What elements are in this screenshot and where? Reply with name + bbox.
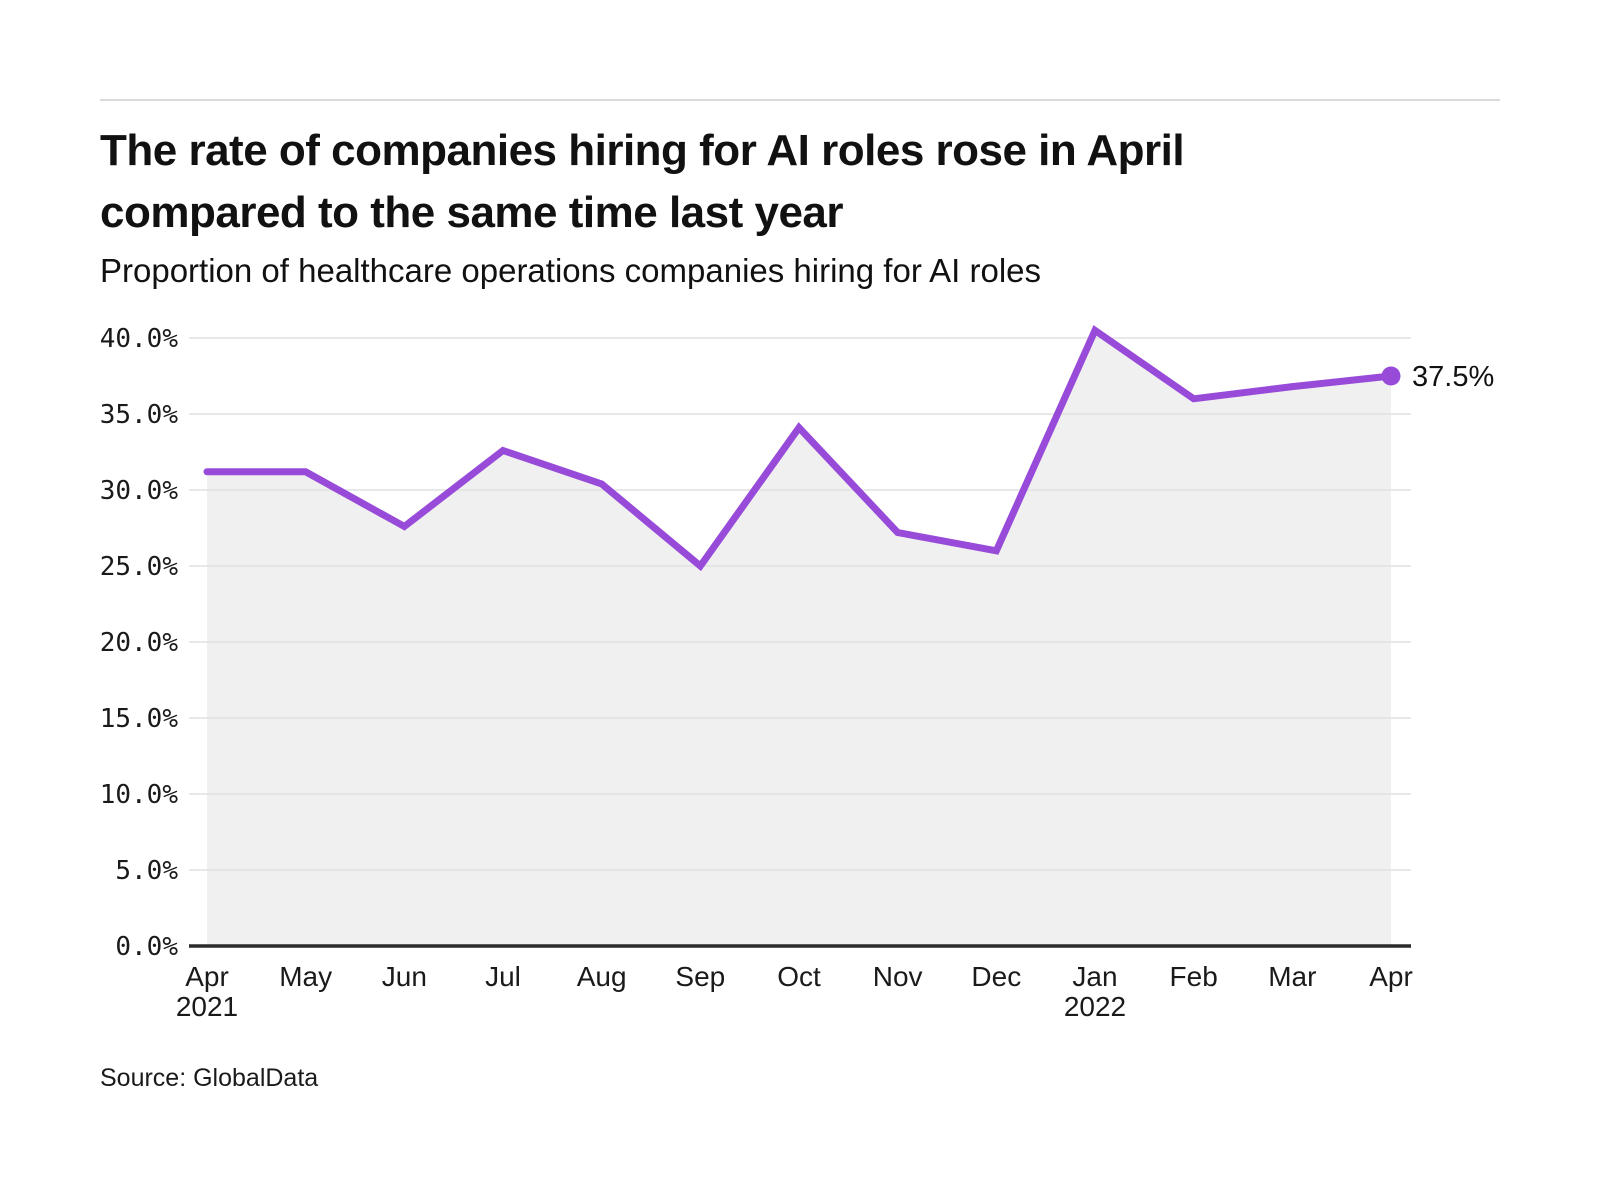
- x-tick-month: Oct: [777, 961, 821, 992]
- y-tick-label: 30.0%: [100, 476, 179, 506]
- series-area: [207, 330, 1391, 946]
- x-tick-month: Mar: [1268, 961, 1316, 992]
- x-tick-month: Feb: [1170, 961, 1218, 992]
- header-rule: [100, 99, 1500, 101]
- x-tick-month: Jan: [1072, 961, 1117, 992]
- end-point-dot: [1381, 366, 1401, 386]
- x-tick-month: May: [279, 961, 332, 992]
- y-tick-label: 40.0%: [100, 324, 179, 354]
- chart-title: The rate of companies hiring for AI role…: [100, 120, 1500, 244]
- y-tick-label: 10.0%: [100, 780, 179, 810]
- x-tick-month: Apr: [185, 961, 229, 992]
- y-tick-label: 25.0%: [100, 552, 179, 582]
- y-tick-label: 0.0%: [115, 932, 178, 962]
- x-tick-month: Aug: [577, 961, 627, 992]
- x-tick-month: Nov: [873, 961, 923, 992]
- y-tick-label: 15.0%: [100, 704, 179, 734]
- x-tick-month: Dec: [971, 961, 1021, 992]
- x-tick-month: Jul: [485, 961, 521, 992]
- y-tick-label: 35.0%: [100, 400, 179, 430]
- chart-title-line-1: The rate of companies hiring for AI role…: [100, 126, 1185, 175]
- source-attribution: Source: GlobalData: [100, 1064, 319, 1092]
- x-tick-month: Apr: [1369, 961, 1413, 992]
- y-tick-label: 5.0%: [115, 856, 178, 886]
- x-tick-year: 2022: [1064, 991, 1126, 1022]
- x-tick-year: 2021: [176, 991, 238, 1022]
- series-line: [203, 325, 1395, 572]
- chart-subtitle: Proportion of healthcare operations comp…: [100, 252, 1042, 289]
- end-point-value-label: 37.5%: [1412, 361, 1494, 393]
- x-tick-month: Jun: [382, 961, 427, 992]
- x-tick-month: Sep: [675, 961, 725, 992]
- y-tick-label: 20.0%: [100, 628, 179, 658]
- chart-title-line-2: compared to the same time last year: [100, 188, 844, 237]
